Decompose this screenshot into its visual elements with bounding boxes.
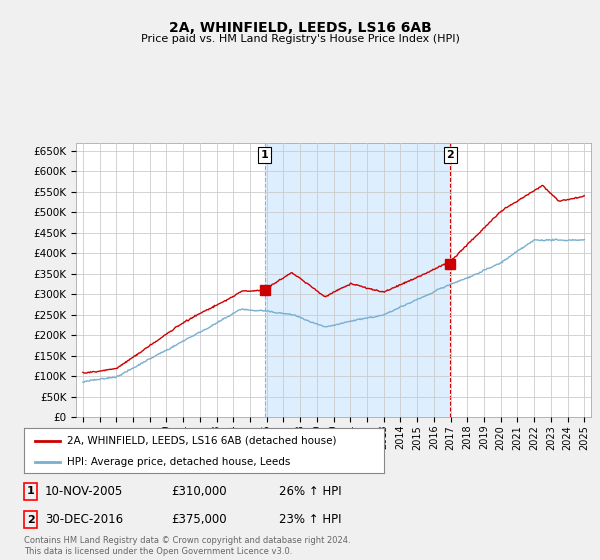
Text: 30-DEC-2016: 30-DEC-2016 <box>45 513 123 526</box>
Text: £375,000: £375,000 <box>171 513 227 526</box>
Text: 26% ↑ HPI: 26% ↑ HPI <box>279 484 341 498</box>
Text: 2A, WHINFIELD, LEEDS, LS16 6AB (detached house): 2A, WHINFIELD, LEEDS, LS16 6AB (detached… <box>67 436 337 446</box>
Text: 2: 2 <box>27 515 34 525</box>
Text: HPI: Average price, detached house, Leeds: HPI: Average price, detached house, Leed… <box>67 457 290 467</box>
Text: 2: 2 <box>446 150 454 160</box>
Text: Contains HM Land Registry data © Crown copyright and database right 2024.
This d: Contains HM Land Registry data © Crown c… <box>24 536 350 556</box>
Text: Price paid vs. HM Land Registry's House Price Index (HPI): Price paid vs. HM Land Registry's House … <box>140 34 460 44</box>
Text: 10-NOV-2005: 10-NOV-2005 <box>45 484 123 498</box>
Text: 1: 1 <box>260 150 268 160</box>
Text: 23% ↑ HPI: 23% ↑ HPI <box>279 513 341 526</box>
Bar <box>265 143 451 417</box>
Text: 1: 1 <box>27 486 34 496</box>
Text: £310,000: £310,000 <box>171 484 227 498</box>
Text: 2A, WHINFIELD, LEEDS, LS16 6AB: 2A, WHINFIELD, LEEDS, LS16 6AB <box>169 21 431 35</box>
